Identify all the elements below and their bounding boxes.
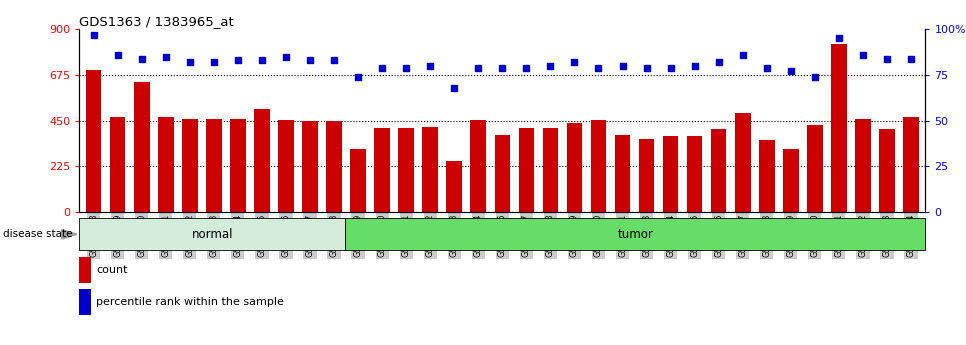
Bar: [879, 129, 895, 212]
Point: [470, 65, 486, 70]
Bar: [374, 128, 390, 212]
Bar: [206, 119, 221, 212]
Bar: [422, 127, 438, 212]
Point: [182, 59, 197, 65]
Point: [687, 63, 702, 69]
Bar: [831, 43, 846, 212]
Point: [158, 54, 174, 59]
Point: [206, 59, 221, 65]
Bar: [519, 128, 534, 212]
Bar: [687, 136, 702, 212]
Point: [278, 54, 294, 59]
Bar: [79, 289, 91, 315]
Bar: [663, 136, 678, 212]
Text: tumor: tumor: [617, 228, 653, 241]
Point: [351, 74, 366, 80]
Bar: [759, 140, 775, 212]
Bar: [327, 121, 342, 212]
Text: normal: normal: [191, 228, 233, 241]
Point: [398, 65, 413, 70]
Bar: [855, 119, 870, 212]
Bar: [345, 218, 925, 250]
Point: [254, 58, 270, 63]
Point: [519, 65, 534, 70]
Bar: [134, 82, 150, 212]
Bar: [590, 120, 607, 212]
Point: [831, 36, 846, 41]
Point: [808, 74, 823, 80]
Point: [903, 56, 919, 61]
Bar: [254, 109, 270, 212]
Bar: [711, 129, 726, 212]
Text: percentile rank within the sample: percentile rank within the sample: [97, 297, 284, 307]
Point: [735, 52, 751, 58]
Point: [711, 59, 726, 65]
Bar: [86, 70, 101, 212]
Text: disease state: disease state: [3, 229, 72, 239]
Bar: [79, 257, 91, 283]
Bar: [182, 119, 198, 212]
Bar: [278, 120, 294, 212]
Bar: [398, 128, 414, 212]
Point: [591, 65, 607, 70]
Point: [639, 65, 654, 70]
Bar: [79, 218, 345, 250]
Bar: [470, 120, 486, 212]
Bar: [614, 135, 631, 212]
Polygon shape: [62, 229, 77, 239]
Point: [446, 85, 462, 91]
Point: [327, 58, 342, 63]
Bar: [158, 117, 174, 212]
Point: [879, 56, 895, 61]
Bar: [735, 112, 751, 212]
Point: [86, 32, 101, 38]
Bar: [230, 119, 245, 212]
Point: [567, 59, 582, 65]
Point: [543, 63, 558, 69]
Text: GDS1363 / 1383965_at: GDS1363 / 1383965_at: [79, 15, 234, 28]
Bar: [807, 125, 823, 212]
Bar: [639, 139, 654, 212]
Bar: [446, 161, 462, 212]
Point: [302, 58, 318, 63]
Point: [759, 65, 775, 70]
Point: [110, 52, 126, 58]
Point: [134, 56, 150, 61]
Bar: [351, 149, 366, 212]
Text: count: count: [97, 265, 128, 275]
Point: [855, 52, 870, 58]
Point: [375, 65, 390, 70]
Bar: [567, 123, 582, 212]
Bar: [495, 135, 510, 212]
Bar: [543, 128, 558, 212]
Bar: [302, 121, 318, 212]
Point: [614, 63, 630, 69]
Bar: [110, 117, 126, 212]
Bar: [783, 149, 799, 212]
Point: [783, 69, 799, 74]
Point: [495, 65, 510, 70]
Bar: [903, 117, 919, 212]
Point: [230, 58, 245, 63]
Point: [422, 63, 438, 69]
Point: [663, 65, 678, 70]
